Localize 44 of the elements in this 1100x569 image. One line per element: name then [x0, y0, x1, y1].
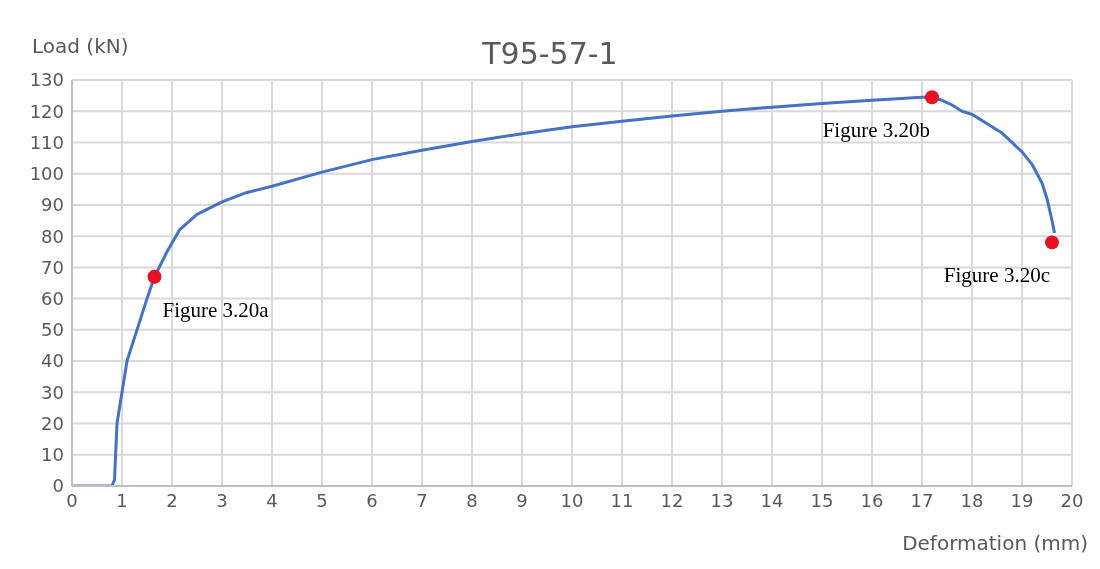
x-tick-label: 10: [560, 489, 584, 511]
y-tick-label: 0: [52, 475, 64, 497]
y-tick-label: 20: [41, 412, 64, 434]
point: [925, 90, 939, 105]
x-tick-label: 6: [366, 489, 378, 511]
x-axis-title: Deformation (mm): [902, 531, 1088, 555]
x-tick-label: 9: [516, 489, 528, 511]
x-tick-label: 7: [416, 489, 428, 511]
x-tick-label: 2: [166, 489, 178, 511]
x-tick-label: 14: [760, 489, 784, 511]
x-tick-label: 11: [610, 489, 634, 511]
y-tick-label: 30: [41, 381, 64, 403]
y-tick-label: 50: [41, 319, 64, 341]
x-tick-label: 5: [316, 489, 328, 511]
y-tick-label: 130: [29, 69, 64, 91]
x-tick-label: 1: [116, 489, 128, 511]
x-tick-label: 16: [860, 489, 884, 511]
y-tick-label: 40: [41, 350, 64, 372]
y-tick-label: 120: [29, 100, 64, 122]
x-tick-label: 13: [710, 489, 734, 511]
x-tick-label: 0: [66, 489, 78, 511]
y-tick-label: 80: [41, 225, 64, 247]
y-tick-label: 10: [41, 444, 64, 466]
annotation: Figure 3.20a: [162, 297, 270, 322]
x-tick-label: 15: [810, 489, 834, 511]
x-tick-label: 12: [660, 489, 684, 511]
y-axis-title: Load (kN): [32, 34, 129, 58]
y-tick-label: 100: [29, 163, 64, 185]
point: [147, 269, 162, 284]
y-tick-label: 110: [29, 131, 64, 153]
x-tick-label: 3: [216, 489, 228, 511]
y-tick-label: 90: [41, 194, 64, 216]
annotation: Figure 3.20c: [943, 263, 1050, 288]
y-tick-label: 60: [41, 288, 64, 310]
chart-title: T95-57-1: [482, 36, 618, 71]
x-tick-label: 18: [960, 489, 984, 511]
x-tick-label: 19: [1010, 489, 1034, 511]
x-tick-label: 17: [910, 489, 934, 511]
annotation: Figure 3.20b: [822, 118, 930, 143]
x-tick-label: 4: [266, 489, 278, 511]
x-tick-label: 8: [466, 489, 478, 511]
x-tick-label: 20: [1060, 489, 1084, 511]
y-tick-label: 70: [41, 256, 64, 278]
point: [1045, 235, 1059, 250]
